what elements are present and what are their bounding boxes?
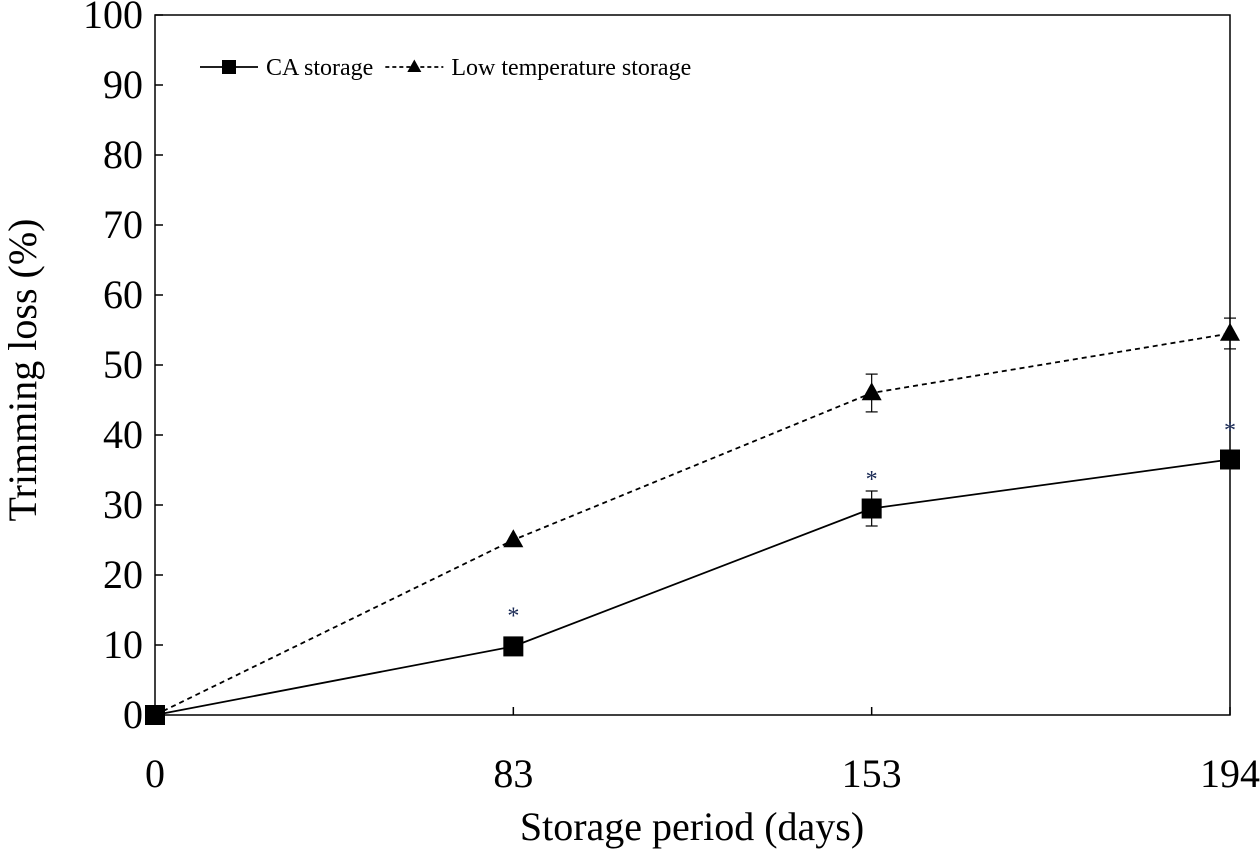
triangle-marker	[861, 382, 882, 401]
triangle-marker	[503, 529, 524, 548]
legend-item: CA storage	[200, 55, 373, 81]
square-marker	[503, 636, 524, 657]
significance-star: *	[1224, 418, 1236, 444]
x-tick-label: 194	[1200, 751, 1260, 796]
square-marker	[222, 60, 236, 74]
y-tick-label: 60	[103, 272, 143, 317]
x-tick-label: 0	[145, 751, 165, 796]
x-axis-title: Storage period (days)	[520, 804, 864, 849]
y-tick-label: 80	[103, 132, 143, 177]
axes: 0 10 20 30 40 50 60 70 80 90 100 0 83 153 194	[83, 0, 1260, 796]
annotations: * * *	[507, 418, 1236, 630]
series-low-temperature-storage	[145, 317, 1240, 723]
significance-star: *	[866, 467, 878, 493]
y-tick-label: 10	[103, 622, 143, 667]
y-tick-label: 40	[103, 412, 143, 457]
significance-star: *	[507, 604, 519, 630]
legend-label: CA storage	[266, 55, 373, 81]
series-layer	[145, 317, 1240, 725]
y-tick-label: 70	[103, 202, 143, 247]
y-tick-label: 90	[103, 62, 143, 107]
series-ca-storage	[145, 449, 1240, 725]
y-tick-label: 30	[103, 482, 143, 527]
y-axis-title: Trimming loss (%)	[0, 218, 45, 521]
series-line	[154, 332, 1231, 716]
y-tick-label: 0	[123, 692, 143, 737]
y-tick-label: 50	[103, 342, 143, 387]
series-line	[154, 458, 1231, 716]
plot-frame	[154, 14, 1231, 716]
triangle-marker	[145, 704, 165, 723]
y-tick-label: 100	[83, 0, 143, 37]
legend-label: Low temperature storage	[451, 55, 691, 81]
x-tick-label: 153	[842, 751, 902, 796]
triangle-marker	[407, 59, 422, 73]
square-marker	[861, 498, 882, 519]
triangle-marker	[1220, 322, 1240, 341]
y-tick-label: 20	[103, 552, 143, 597]
x-tick-label: 83	[493, 751, 533, 796]
legend: CA storage Low temperature storage	[200, 55, 691, 81]
square-marker	[1220, 449, 1240, 470]
legend-item: Low temperature storage	[385, 55, 691, 81]
